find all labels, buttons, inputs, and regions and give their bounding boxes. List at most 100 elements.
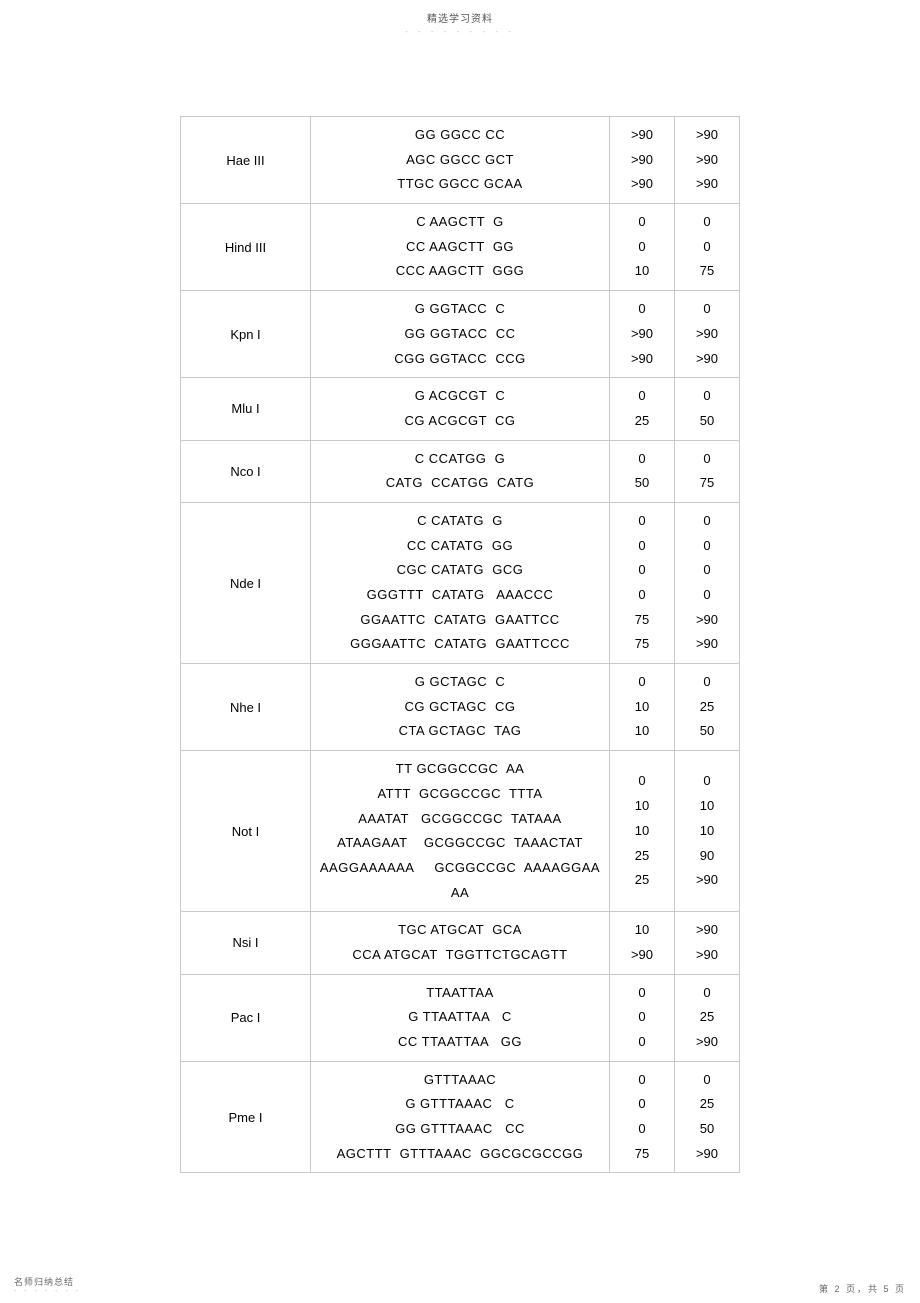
sequence-line: CATG CCATGG CATG [315, 471, 605, 496]
table-row: Mlu IG ACGCGT CCG ACGCGT CG025050 [181, 378, 740, 440]
sequence-cell: GTTTAAACG GTTTAAAC CGG GTTTAAAC CCAGCTTT… [311, 1061, 610, 1173]
sequence-line: ATTT GCGGCCGC TTTA [315, 782, 605, 807]
value-col-2: 0000>90>90 [675, 502, 740, 663]
value-line: 0 [614, 384, 670, 409]
sequence-line: TTAATTAA [315, 981, 605, 1006]
value-line: >90 [679, 347, 735, 372]
sequence-line: AGC GGCC GCT [315, 148, 605, 173]
value-col-2: >90>90>90 [675, 117, 740, 204]
table-row: Nde IC CATATG GCC CATATG GGCGC CATATG GC… [181, 502, 740, 663]
sequence-line: GGGAATTC CATATG GAATTCCC [315, 632, 605, 657]
sequence-cell: C CATATG GCC CATATG GGCGC CATATG GCGGGGT… [311, 502, 610, 663]
value-line: >90 [679, 148, 735, 173]
value-col-2: >90>90 [675, 912, 740, 974]
value-line: 0 [679, 235, 735, 260]
sequence-line: GGGTTT CATATG AAACCC [315, 583, 605, 608]
footer-left-text: 名师归纳总结 [14, 1275, 81, 1288]
value-line: 0 [679, 981, 735, 1006]
value-line: 50 [679, 719, 735, 744]
enzyme-name: Nco I [181, 440, 311, 502]
value-col-1: 10>90 [610, 912, 675, 974]
enzyme-name: Nhe I [181, 664, 311, 751]
value-line: 0 [614, 981, 670, 1006]
value-col-1: 025 [610, 378, 675, 440]
header-dots: - - - - - - - - - [0, 27, 920, 36]
value-line: 50 [679, 409, 735, 434]
sequence-line: CG GCTAGC CG [315, 695, 605, 720]
value-col-1: >90>90>90 [610, 117, 675, 204]
value-line: 50 [679, 1117, 735, 1142]
value-line: 25 [679, 1092, 735, 1117]
value-col-1: 00007575 [610, 502, 675, 663]
value-line: 0 [614, 509, 670, 534]
value-line: >90 [614, 943, 670, 968]
value-line: >90 [679, 123, 735, 148]
value-line: 10 [679, 819, 735, 844]
header-title: 精选学习资料 [0, 10, 920, 25]
value-line: 0 [679, 769, 735, 794]
sequence-line: CC TTAATTAA GG [315, 1030, 605, 1055]
sequence-line: GTTTAAAC [315, 1068, 605, 1093]
sequence-line: G GCTAGC C [315, 670, 605, 695]
enzyme-name: Hind III [181, 204, 311, 291]
table-row: Kpn IG GGTACC CGG GGTACC CCCGG GGTACC CC… [181, 291, 740, 378]
footer-right: 第 2 页，共 5 页 [819, 1282, 906, 1295]
value-line: 10 [614, 918, 670, 943]
value-col-2: 02550>90 [675, 1061, 740, 1173]
enzyme-name: Pac I [181, 974, 311, 1061]
enzyme-name: Kpn I [181, 291, 311, 378]
sequence-cell: TT GCGGCCGC AAATTT GCGGCCGC TTTAAAATAT G… [311, 751, 610, 912]
enzyme-name: Pme I [181, 1061, 311, 1173]
value-line: >90 [614, 148, 670, 173]
value-line: >90 [679, 172, 735, 197]
sequence-cell: C AAGCTT GCC AAGCTT GGCCC AAGCTT GGG [311, 204, 610, 291]
value-line: 0 [679, 509, 735, 534]
page-header: 精选学习资料 - - - - - - - - - [0, 0, 920, 36]
value-line: 10 [614, 794, 670, 819]
table-row: Pme IGTTTAAACG GTTTAAAC CGG GTTTAAAC CCA… [181, 1061, 740, 1173]
value-col-1: 00075 [610, 1061, 675, 1173]
value-line: 25 [614, 844, 670, 869]
value-line: >90 [679, 1142, 735, 1167]
value-col-1: 0>90>90 [610, 291, 675, 378]
table-row: Nco IC CCATGG GCATG CCATGG CATG050075 [181, 440, 740, 502]
value-col-1: 050 [610, 440, 675, 502]
value-line: >90 [679, 1030, 735, 1055]
value-col-2: 050 [675, 378, 740, 440]
value-line: 90 [679, 844, 735, 869]
value-line: 25 [614, 868, 670, 893]
value-line: 0 [614, 558, 670, 583]
sequence-line: CTA GCTAGC TAG [315, 719, 605, 744]
sequence-cell: G GCTAGC CCG GCTAGC CGCTA GCTAGC TAG [311, 664, 610, 751]
value-line: 0 [614, 534, 670, 559]
value-line: >90 [679, 322, 735, 347]
value-line: 0 [679, 210, 735, 235]
value-col-2: 0075 [675, 204, 740, 291]
footer-left-dots: - - - - - - - [14, 1288, 81, 1295]
value-line: 0 [614, 235, 670, 260]
value-line: 10 [614, 819, 670, 844]
value-line: 0 [679, 670, 735, 695]
value-line: 0 [614, 1117, 670, 1142]
enzyme-name: Not I [181, 751, 311, 912]
value-line: 10 [614, 259, 670, 284]
value-line: 0 [614, 297, 670, 322]
value-line: >90 [679, 632, 735, 657]
value-line: 75 [679, 259, 735, 284]
table-row: Nsi ITGC ATGCAT GCACCA ATGCAT TGGTTCTGCA… [181, 912, 740, 974]
table-row: Hae IIIGG GGCC CCAGC GGCC GCTTTGC GGCC G… [181, 117, 740, 204]
sequence-cell: G ACGCGT CCG ACGCGT CG [311, 378, 610, 440]
sequence-line: TTGC GGCC GCAA [315, 172, 605, 197]
sequence-cell: TTAATTAAG TTAATTAA CCC TTAATTAA GG [311, 974, 610, 1061]
value-line: >90 [679, 943, 735, 968]
sequence-cell: GG GGCC CCAGC GGCC GCTTTGC GGCC GCAA [311, 117, 610, 204]
value-line: >90 [614, 347, 670, 372]
value-col-1: 01010 [610, 664, 675, 751]
value-line: 0 [614, 583, 670, 608]
sequence-cell: TGC ATGCAT GCACCA ATGCAT TGGTTCTGCAGTT [311, 912, 610, 974]
value-line: >90 [614, 322, 670, 347]
value-line: 0 [614, 670, 670, 695]
enzyme-name: Nsi I [181, 912, 311, 974]
value-col-2: 075 [675, 440, 740, 502]
value-line: 10 [614, 695, 670, 720]
